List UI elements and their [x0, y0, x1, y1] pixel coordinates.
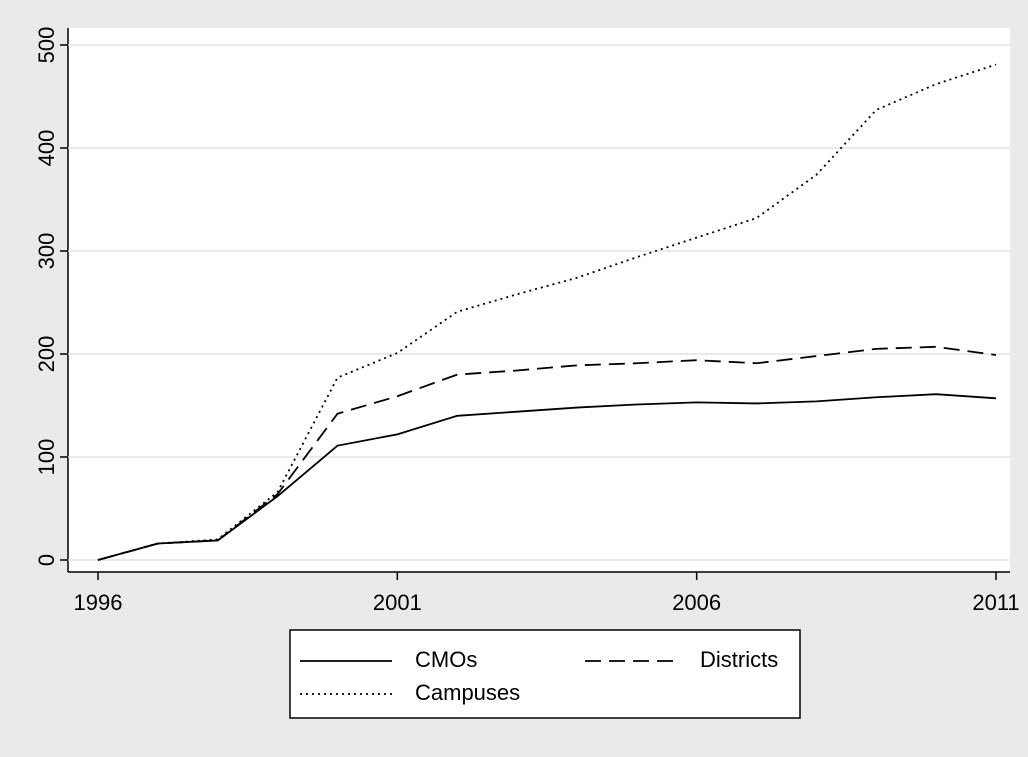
y-tick-label: 300	[34, 233, 59, 270]
x-tick-label: 2001	[373, 590, 422, 615]
y-tick-label: 100	[34, 439, 59, 476]
series-line	[97, 63, 997, 561]
series-line	[97, 345, 997, 561]
x-tick-label: 1996	[74, 590, 123, 615]
y-tick-label: 0	[34, 554, 59, 566]
grid: 0 100 200 300 400 500 1996 2001 2006 2011	[34, 27, 1020, 615]
legend-label: CMOs	[415, 647, 477, 672]
legend: CMOs Districts Campuses	[300, 647, 778, 705]
legend-label: Districts	[700, 647, 778, 672]
lines	[97, 63, 997, 561]
y-tick-label: 500	[34, 27, 59, 64]
plot-area	[68, 28, 1010, 572]
x-tick-label: 2006	[672, 590, 721, 615]
legend-box	[289, 629, 801, 719]
y-tick-label: 400	[34, 130, 59, 167]
x-tick-label: 2011	[972, 590, 1019, 615]
legend-label: Campuses	[415, 680, 520, 705]
y-tick-label: 200	[34, 336, 59, 373]
